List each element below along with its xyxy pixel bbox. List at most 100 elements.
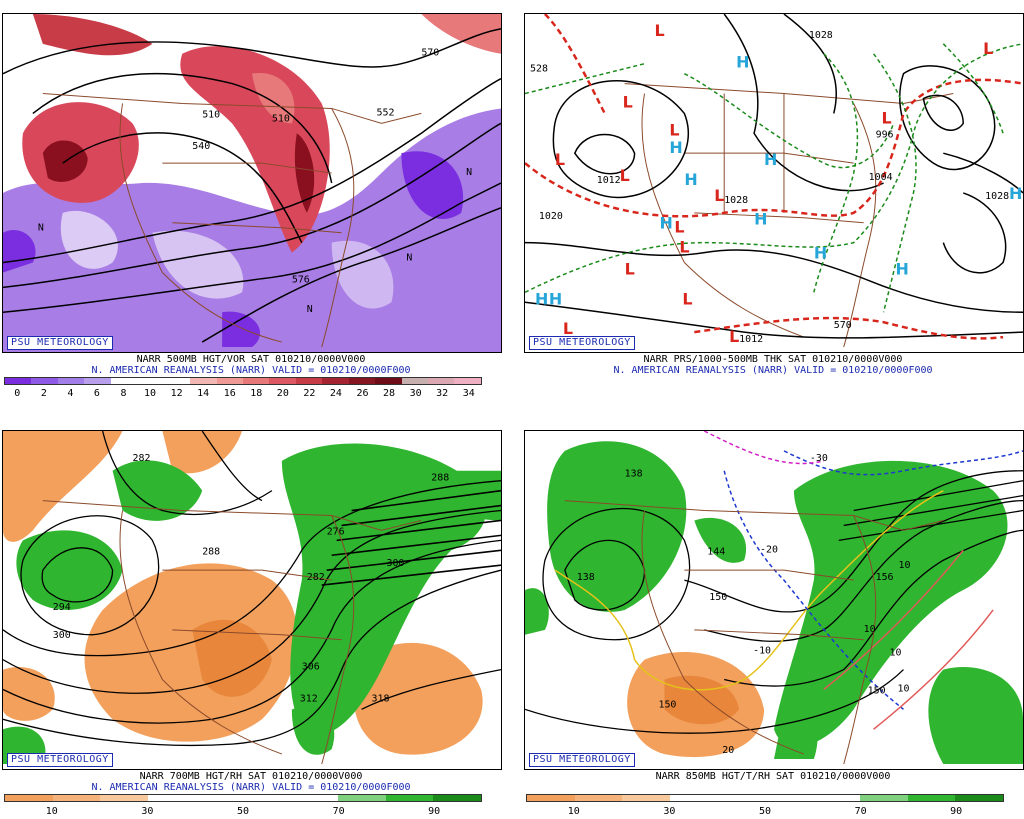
- contour-label: 570: [421, 48, 439, 59]
- isobar-label: 1012: [597, 175, 621, 186]
- scale-swatch: [269, 378, 296, 384]
- low-pressure-marker: L: [983, 39, 993, 58]
- psu-meteorology-badge: PSU METEOROLOGY: [7, 753, 113, 767]
- thickness-label: 528: [530, 64, 548, 75]
- low-pressure-marker: L: [563, 319, 573, 338]
- scale-swatch: [190, 378, 217, 384]
- scale-swatch: [84, 378, 111, 384]
- scale-swatch: [290, 795, 339, 801]
- scale-swatch: [52, 795, 101, 801]
- scale-tick-label: 28: [383, 388, 396, 399]
- temperature-label: 20: [722, 745, 734, 756]
- height-label: 300: [53, 630, 71, 641]
- panel-700mb-rh: 282 288 294 300 276 282 300 306 312 318 …: [0, 417, 502, 817]
- thickness-label: 570: [834, 320, 852, 331]
- scale-tick-label: 16: [223, 388, 236, 399]
- scale-swatch: [348, 378, 376, 384]
- scale-tick-label: 30: [663, 806, 676, 817]
- panel-850mb-temperature: 138 138 144 150 150 156 150 -30 -20 -10 …: [522, 417, 1024, 817]
- vorticity-minimum-marker: N: [38, 223, 44, 234]
- isobar-label: 996: [876, 129, 894, 140]
- height-label: 288: [202, 546, 220, 557]
- scale-swatch: [57, 378, 85, 384]
- scale-tick-label: 0: [14, 388, 21, 399]
- isobar-label: 1012: [739, 334, 763, 345]
- high-pressure-marker: H: [736, 53, 749, 72]
- vorticity-color-scale: [4, 377, 482, 385]
- height-label: 150: [709, 592, 727, 603]
- map-850mb: 138 138 144 150 150 156 150 -30 -20 -10 …: [524, 430, 1024, 770]
- psu-meteorology-badge: PSU METEOROLOGY: [7, 336, 113, 350]
- contour-label: 540: [192, 141, 210, 152]
- scale-swatch: [860, 795, 908, 801]
- panel-500mb-vorticity: 510 540 510 552 576 570 N N N N PSU METE…: [0, 0, 502, 400]
- low-pressure-marker: L: [555, 150, 565, 169]
- scale-swatch: [100, 795, 148, 801]
- scale-swatch: [764, 795, 813, 801]
- scale-swatch: [137, 378, 164, 384]
- scale-swatch: [242, 378, 270, 384]
- scale-tick-label: 70: [854, 806, 867, 817]
- vorticity-minimum-marker: N: [307, 304, 313, 315]
- scale-swatch: [295, 378, 323, 384]
- isobar-label: 1028: [724, 195, 748, 206]
- scale-tick-label: 50: [236, 806, 250, 817]
- contour-label: 510: [202, 109, 220, 120]
- panel-subtitle: N. AMERICAN REANALYSIS (NARR) VALID = 01…: [613, 365, 933, 376]
- contour-label: 552: [377, 107, 395, 118]
- isobar-label: 1004: [869, 172, 893, 183]
- panel-pressure-thickness: 1028 1012 1020 1028 996 1004 1028 1012 5…: [522, 0, 1024, 400]
- scale-swatch: [717, 795, 765, 801]
- scale-swatch: [385, 795, 434, 801]
- temperature-label: -20: [760, 544, 778, 555]
- scale-swatch: [216, 378, 243, 384]
- low-pressure-marker: L: [654, 21, 664, 40]
- scale-swatch: [195, 795, 243, 801]
- low-pressure-marker: L: [729, 327, 739, 346]
- scale-swatch: [5, 795, 53, 801]
- scale-tick-label: 70: [332, 806, 345, 817]
- height-label: 312: [300, 693, 318, 704]
- height-label: 282: [132, 453, 150, 464]
- height-label: 150: [658, 699, 676, 710]
- high-pressure-marker: H: [896, 259, 909, 278]
- scale-tick-label: 34: [462, 388, 475, 399]
- height-label: 276: [327, 526, 345, 537]
- low-pressure-marker: L: [669, 120, 679, 139]
- panel-title: NARR 850MB HGT/T/RH SAT 010210/0000V000: [655, 771, 891, 782]
- temperature-label: -10: [753, 646, 771, 657]
- contour-label: 510: [272, 113, 290, 124]
- scale-tick-label: 18: [250, 388, 263, 399]
- scale-tick-label: 10: [567, 806, 580, 817]
- scale-swatch: [622, 795, 670, 801]
- contour-label: 576: [292, 274, 310, 285]
- height-label: 138: [577, 572, 595, 583]
- scale-tick-label: 6: [93, 388, 100, 399]
- high-pressure-marker: H: [814, 244, 827, 263]
- height-label: 306: [302, 662, 320, 673]
- scale-swatch: [669, 795, 718, 801]
- low-pressure-marker: L: [620, 166, 630, 185]
- pressure-map: 1028 1012 1020 1028 996 1004 1028 1012 5…: [525, 14, 1023, 352]
- temperature-label: 10: [898, 683, 910, 694]
- panel-title: NARR 500MB HGT/VOR SAT 010210/0000V000: [136, 354, 366, 365]
- scale-tick-label: 32: [436, 388, 449, 399]
- panel-subtitle: N. AMERICAN REANALYSIS (NARR) VALID = 01…: [91, 782, 411, 793]
- high-pressure-marker: H: [549, 289, 562, 308]
- panel-title: NARR PRS/1000-500MB THK SAT 010210/0000V…: [643, 354, 903, 365]
- scale-tick-label: 90: [950, 806, 963, 817]
- low-pressure-marker: L: [625, 259, 635, 278]
- high-pressure-marker: H: [535, 289, 548, 308]
- scale-tick-label: 4: [67, 388, 74, 399]
- scale-tick-label: 30: [409, 388, 422, 399]
- scale-swatch: [401, 378, 428, 384]
- scale-tick-label: 8: [120, 388, 127, 399]
- temperature-label: 10: [890, 648, 902, 659]
- height-label: 150: [868, 685, 886, 696]
- scale-tick-label: 24: [329, 388, 342, 399]
- vorticity-minimum-marker: N: [406, 253, 412, 264]
- map-700mb: 282 288 294 300 276 282 300 306 312 318 …: [2, 430, 502, 770]
- panel-subtitle: N. AMERICAN REANALYSIS (NARR) VALID = 01…: [91, 365, 411, 376]
- scale-swatch: [322, 378, 349, 384]
- scale-swatch: [31, 378, 58, 384]
